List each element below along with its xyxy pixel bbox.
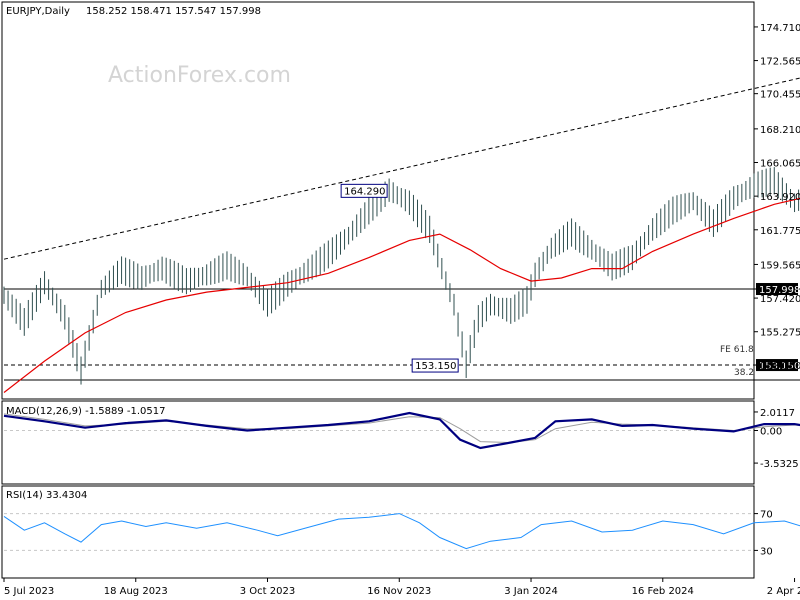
chart-title: EURJPY,Daily xyxy=(6,6,70,17)
level-badge: 153.150 xyxy=(759,361,800,372)
y-tick-label: 159.565 xyxy=(760,260,800,271)
ema-line xyxy=(3,197,800,393)
y-tick-label: 155.275 xyxy=(760,328,800,339)
ohlc-readout: 158.252 158.471 157.547 157.998 xyxy=(86,6,261,17)
rsi-panel-frame xyxy=(1,485,755,579)
macd-line xyxy=(3,411,800,450)
x-tick-label: 16 Feb 2024 xyxy=(632,586,694,597)
labels-layer: 175.410164.290166.670154.400153.150157.9… xyxy=(340,183,800,373)
y-tick-label: 70 xyxy=(760,510,773,521)
current-price-badge: 157.998 xyxy=(759,285,800,296)
y-tick-label: -3.5325 xyxy=(760,459,799,470)
y-tick-label: 153.150 xyxy=(760,361,800,372)
price-label: 164.290 xyxy=(344,186,385,197)
y-tick-label: 30 xyxy=(760,546,773,557)
level-badge-box xyxy=(756,359,798,372)
y-tick-label: 172.565 xyxy=(760,57,800,68)
y-tick-label: 166.065 xyxy=(760,159,800,170)
y-tick-label: 0.00 xyxy=(760,427,782,438)
x-tick-label: 2 Apr 2024 xyxy=(767,586,800,597)
retrace-label: 38.2 xyxy=(734,368,754,378)
y-tick-label: 163.920 xyxy=(760,192,800,203)
macd-title: MACD(12,26,9) -1.5889 -1.0517 xyxy=(6,406,166,417)
x-tick-label: 3 Jan 2024 xyxy=(504,586,558,597)
axis-layer: 174.710 172.565 170.455 168.210 166.065 163.9… xyxy=(3,23,800,597)
rsi-line xyxy=(3,513,800,550)
current-price-badge-box xyxy=(756,283,798,296)
x-tick-label: 5 Jul 2023 xyxy=(4,586,54,597)
price-label-box xyxy=(411,358,459,373)
x-tick-label: 3 Oct 2023 xyxy=(240,586,295,597)
price-panel-frame xyxy=(1,1,755,400)
fe-label: FE 61.8 xyxy=(720,345,754,355)
price-label: 153.150 xyxy=(415,361,456,372)
macd-panel-frame xyxy=(1,400,755,485)
y-tick-label: 157.420 xyxy=(760,294,800,305)
upper-dashed-trendline xyxy=(3,77,800,260)
rsi-title: RSI(14) 33.4304 xyxy=(6,490,87,501)
watermark: ActionForex.com xyxy=(108,63,291,88)
series-layer xyxy=(3,167,800,550)
x-tick-label: 16 Nov 2023 xyxy=(367,586,431,597)
y-tick-label: 174.710 xyxy=(760,23,800,34)
grid-layer xyxy=(4,430,754,551)
y-tick-label: 2.0117 xyxy=(760,408,795,419)
price-label-box xyxy=(340,183,388,198)
y-tick-label: 170.455 xyxy=(760,90,800,101)
x-tick-label: 18 Aug 2023 xyxy=(104,586,168,597)
y-tick-label: 161.775 xyxy=(760,226,800,237)
y-tick-label: 168.210 xyxy=(760,125,800,136)
